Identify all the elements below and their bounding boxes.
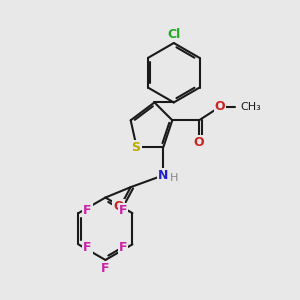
Text: F: F [83, 204, 92, 217]
Text: S: S [131, 140, 140, 154]
Text: O: O [113, 200, 124, 213]
Text: F: F [119, 241, 127, 254]
Text: O: O [214, 100, 225, 113]
Text: Cl: Cl [167, 28, 180, 41]
Text: F: F [83, 241, 92, 254]
Text: F: F [101, 262, 110, 275]
Text: CH₃: CH₃ [241, 102, 261, 112]
Text: O: O [194, 136, 204, 149]
Text: F: F [119, 204, 127, 217]
Text: N: N [158, 169, 169, 182]
Text: H: H [169, 172, 178, 183]
